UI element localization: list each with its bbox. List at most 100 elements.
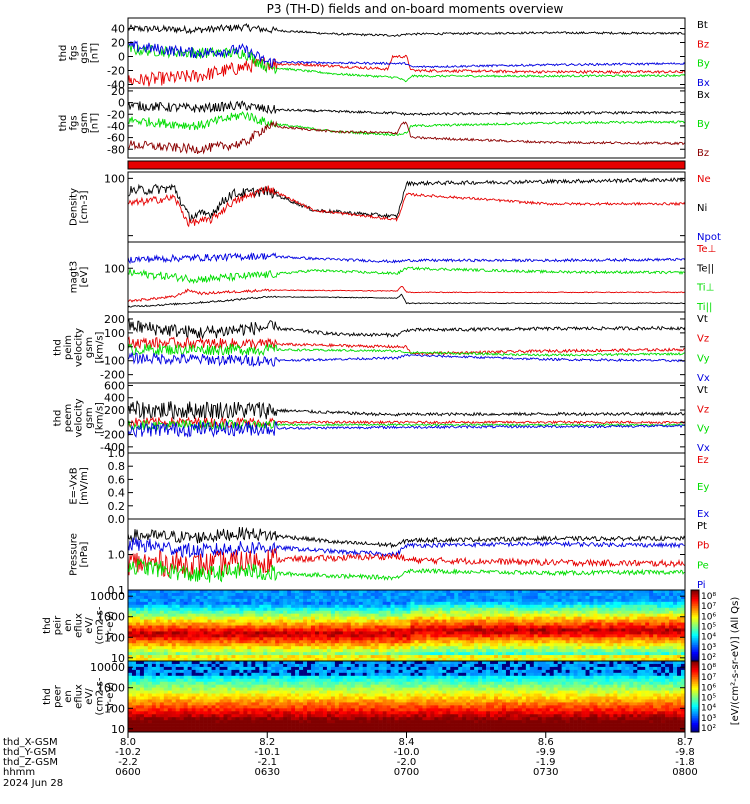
heatmap-cell bbox=[220, 608, 224, 611]
heatmap-cell bbox=[514, 643, 518, 646]
heatmap-cell bbox=[172, 623, 176, 626]
heatmap-cell bbox=[538, 652, 542, 655]
heatmap-cell bbox=[299, 617, 303, 620]
heatmap-cell bbox=[223, 708, 227, 711]
heatmap-cell bbox=[450, 626, 454, 629]
heatmap-cell bbox=[418, 605, 422, 608]
heatmap-cell bbox=[204, 705, 208, 708]
heatmap-cell bbox=[331, 620, 335, 623]
heatmap-cell bbox=[458, 605, 462, 608]
heatmap-cell bbox=[574, 623, 578, 626]
heatmap-cell bbox=[339, 626, 343, 629]
heatmap-cell bbox=[303, 723, 307, 726]
heatmap-cell bbox=[331, 646, 335, 649]
heatmap-cell bbox=[391, 646, 395, 649]
heatmap-cell bbox=[140, 699, 144, 702]
heatmap-cell bbox=[609, 628, 613, 631]
heatmap-cell bbox=[399, 593, 403, 596]
heatmap-cell bbox=[235, 643, 239, 646]
heatmap-cell bbox=[148, 646, 152, 649]
heatmap-cell bbox=[152, 596, 156, 599]
heatmap-cell bbox=[160, 711, 164, 714]
heatmap-cell bbox=[251, 676, 255, 679]
heatmap-cell bbox=[156, 652, 160, 655]
heatmap-cell bbox=[128, 611, 132, 614]
heatmap-cell bbox=[180, 679, 184, 682]
heatmap-cell bbox=[303, 631, 307, 634]
heatmap-cell bbox=[295, 634, 299, 637]
heatmap-cell bbox=[669, 640, 673, 643]
heatmap-cell bbox=[176, 664, 180, 667]
heatmap-cell bbox=[458, 608, 462, 611]
heatmap-cell bbox=[196, 620, 200, 623]
heatmap-cell bbox=[164, 714, 168, 717]
heatmap-cell bbox=[148, 723, 152, 726]
heatmap-cell bbox=[458, 631, 462, 634]
heatmap-cell bbox=[235, 694, 239, 697]
heatmap-cell bbox=[239, 726, 243, 729]
heatmap-cell bbox=[315, 723, 319, 726]
heatmap-cell bbox=[613, 626, 617, 629]
heatmap-cell bbox=[518, 634, 522, 637]
heatmap-cell bbox=[418, 643, 422, 646]
heatmap-cell bbox=[176, 705, 180, 708]
heatmap-cell bbox=[395, 628, 399, 631]
heatmap-cell bbox=[227, 667, 231, 670]
heatmap-cell bbox=[426, 599, 430, 602]
heatmap-cell bbox=[621, 611, 625, 614]
heatmap-cell bbox=[673, 637, 677, 640]
heatmap-cell bbox=[315, 646, 319, 649]
heatmap-cell bbox=[164, 720, 168, 723]
heatmap-cell bbox=[554, 634, 558, 637]
legend-peim-3: Vx bbox=[697, 373, 710, 384]
heatmap-cell bbox=[152, 723, 156, 726]
heatmap-cell bbox=[184, 717, 188, 720]
heatmap-cell bbox=[379, 634, 383, 637]
heatmap-cell bbox=[231, 664, 235, 667]
heatmap-cell bbox=[227, 679, 231, 682]
heatmap-cell bbox=[621, 623, 625, 626]
heatmap-cell bbox=[307, 599, 311, 602]
colorbar-label: 10⁷ bbox=[701, 602, 716, 612]
heatmap-cell bbox=[550, 599, 554, 602]
heatmap-cell bbox=[239, 670, 243, 673]
heatmap-cell bbox=[558, 599, 562, 602]
heatmap-cell bbox=[590, 617, 594, 620]
heatmap-cell bbox=[339, 723, 343, 726]
heatmap-cell bbox=[625, 634, 629, 637]
heatmap-cell bbox=[188, 634, 192, 637]
heatmap-cell bbox=[391, 611, 395, 614]
heatmap-cell bbox=[550, 628, 554, 631]
heatmap-cell bbox=[379, 637, 383, 640]
heatmap-cell bbox=[347, 605, 351, 608]
heatmap-cell bbox=[251, 605, 255, 608]
heatmap-cell bbox=[586, 617, 590, 620]
heatmap-cell bbox=[315, 634, 319, 637]
heatmap-cell bbox=[546, 617, 550, 620]
heatmap-cell bbox=[223, 626, 227, 629]
heatmap-cell bbox=[617, 640, 621, 643]
heatmap-cell bbox=[251, 631, 255, 634]
heatmap-cell bbox=[263, 623, 267, 626]
heatmap-cell bbox=[383, 599, 387, 602]
heatmap-cell bbox=[641, 655, 645, 658]
heatmap-cell bbox=[188, 667, 192, 670]
heatmap-cell bbox=[502, 646, 506, 649]
heatmap-cell bbox=[255, 676, 259, 679]
heatmap-cell bbox=[371, 611, 375, 614]
heatmap-cell bbox=[168, 697, 172, 700]
heatmap-cell bbox=[613, 608, 617, 611]
heatmap-cell bbox=[188, 637, 192, 640]
heatmap-cell bbox=[287, 628, 291, 631]
heatmap-cell bbox=[323, 673, 327, 676]
heatmap-cell bbox=[359, 620, 363, 623]
heatmap-cell bbox=[196, 593, 200, 596]
heatmap-cell bbox=[239, 602, 243, 605]
heatmap-cell bbox=[216, 670, 220, 673]
heatmap-cell bbox=[239, 605, 243, 608]
heatmap-cell bbox=[657, 628, 661, 631]
heatmap-cell bbox=[418, 593, 422, 596]
heatmap-cell bbox=[132, 691, 136, 694]
heatmap-cell bbox=[371, 614, 375, 617]
